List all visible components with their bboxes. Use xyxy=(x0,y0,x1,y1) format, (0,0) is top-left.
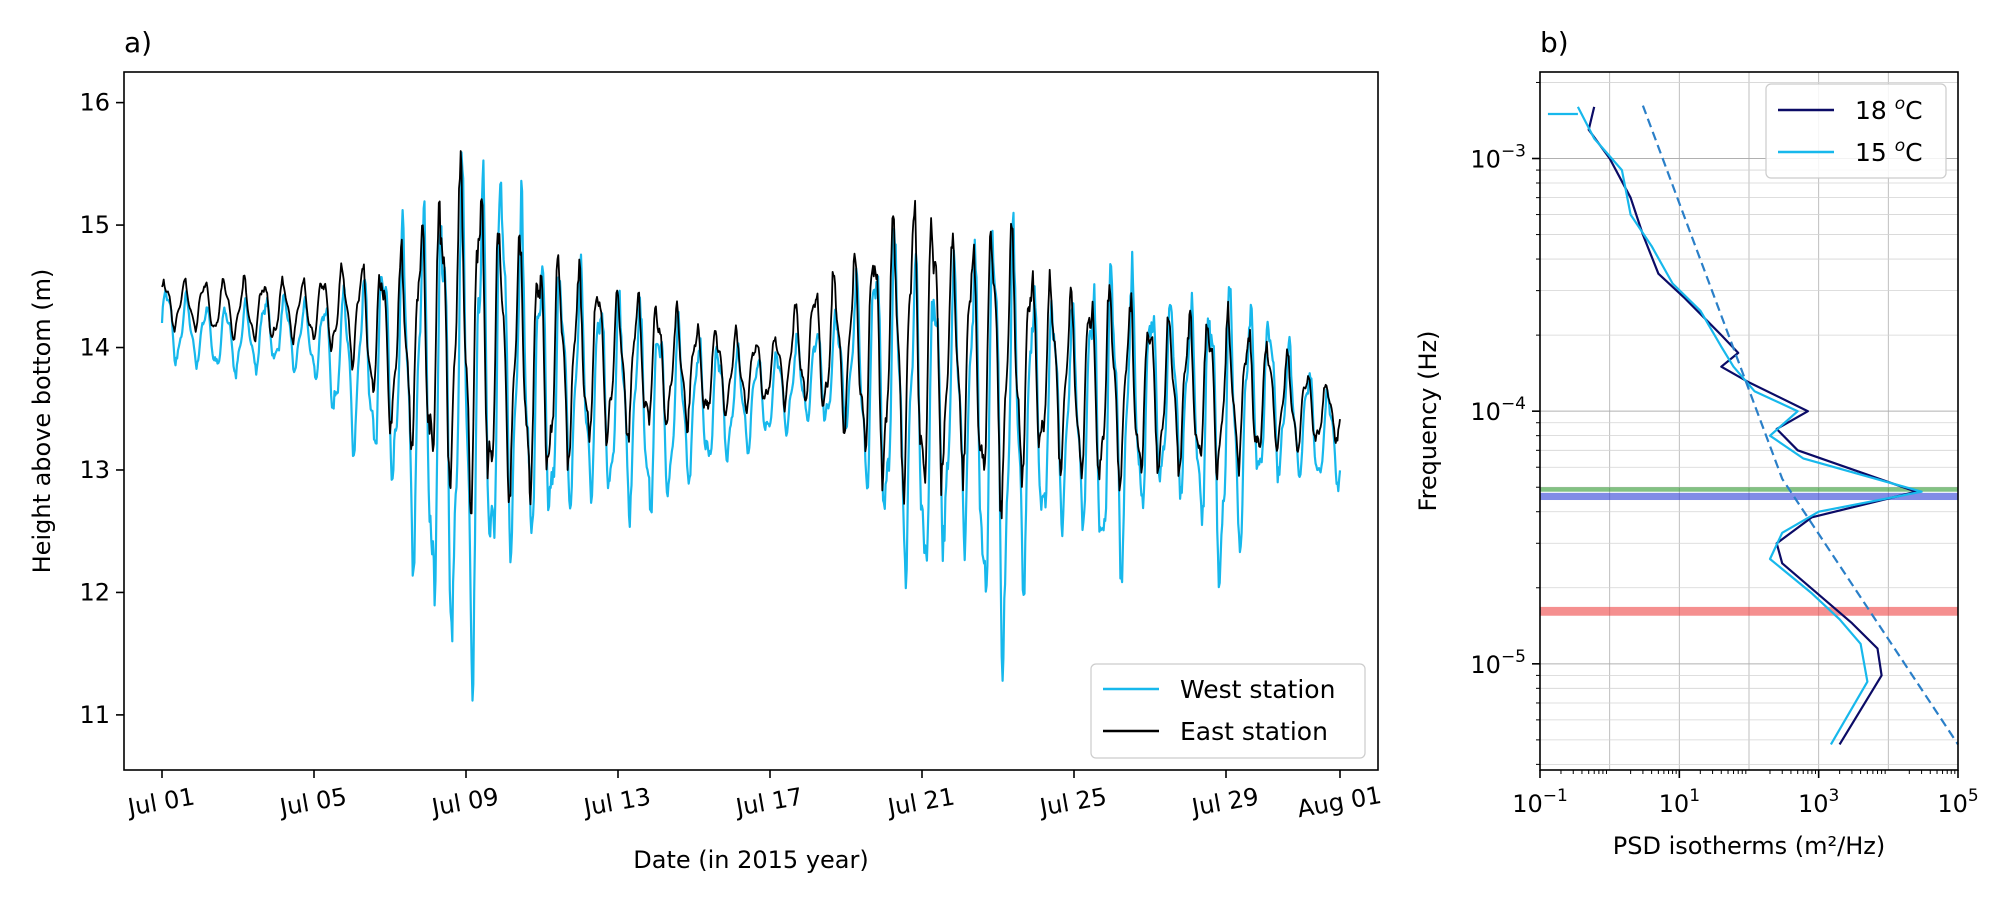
y-tick-label: 10−3 xyxy=(1470,142,1526,174)
y-tick-label: 15 xyxy=(79,211,110,239)
y-tick-label: 10−4 xyxy=(1470,394,1526,426)
series-18c-line xyxy=(1587,106,1918,745)
x-tick-label: 101 xyxy=(1659,786,1700,818)
panel-b-y-ticks: 10−3 10−4 10−5 xyxy=(1470,81,1540,765)
x-tick-label: Jul 25 xyxy=(1036,782,1109,822)
west-station-line xyxy=(160,151,1342,702)
panel-b: b) 10−1 101 103 105 10−3 10−4 10−5 PSD isothe… xyxy=(1414,26,1979,860)
x-tick-label: Jul 13 xyxy=(580,782,653,822)
panel-b-x-label: PSD isotherms (m²/Hz) xyxy=(1613,832,1885,860)
panel-b-legend: 18 oC 15 oC xyxy=(1765,83,1947,179)
panel-a-label: a) xyxy=(124,26,152,59)
y-tick-label: 10−5 xyxy=(1470,647,1526,679)
x-tick-label: Jul 05 xyxy=(276,782,349,822)
legend-label-west: West station xyxy=(1180,675,1335,704)
legend-box xyxy=(1090,663,1366,759)
legend-label-15c: 15 oC xyxy=(1855,136,1923,167)
y-tick-label: 12 xyxy=(79,578,110,606)
panel-a-y-label: Height above bottom (m) xyxy=(28,269,56,574)
panel-b-frame xyxy=(1539,71,1959,771)
x-tick-label: 10−1 xyxy=(1512,786,1568,818)
legend-label-18c: 18 oC xyxy=(1855,94,1923,125)
panel-a: a) Jul 01 Jul 05 Jul 09 Jul 13 Jul 17 Jul 21 J… xyxy=(28,26,1384,874)
x-tick-label: Jul 29 xyxy=(1188,782,1261,822)
y-tick-label: 16 xyxy=(79,89,110,117)
panel-b-series xyxy=(1547,105,1959,746)
panel-b-y-label: Frequency (Hz) xyxy=(1414,331,1442,512)
x-tick-label: Jul 01 xyxy=(124,782,197,822)
frequency-band-1 xyxy=(1540,492,1958,501)
legend-label-east: East station xyxy=(1180,717,1328,746)
x-tick-label: 105 xyxy=(1937,786,1978,818)
panel-a-series xyxy=(160,150,1342,702)
panel-a-y-ticks: 11 12 13 14 15 16 xyxy=(79,89,124,729)
reference-slope-line xyxy=(1641,105,1959,746)
panel-a-x-ticks: Jul 01 Jul 05 Jul 09 Jul 13 Jul 17 Jul 21 Jul … xyxy=(124,770,1384,823)
x-tick-label: Jul 09 xyxy=(428,782,501,822)
x-tick-label: Aug 01 xyxy=(1295,781,1384,823)
x-tick-label: 103 xyxy=(1798,786,1839,818)
series-15c-line xyxy=(1576,106,1923,745)
panel-b-x-ticks: 10−1 101 103 105 xyxy=(1512,770,1979,818)
panel-b-bands xyxy=(1540,487,1958,616)
y-tick-label: 11 xyxy=(79,701,110,729)
east-station-line xyxy=(161,150,1341,520)
panel-b-label: b) xyxy=(1540,26,1569,59)
x-tick-label: Jul 17 xyxy=(732,782,805,822)
frequency-band-0 xyxy=(1540,487,1958,492)
y-tick-label: 14 xyxy=(79,334,110,362)
panel-a-legend: West station East station xyxy=(1090,663,1366,759)
panel-a-frame xyxy=(123,71,1379,771)
legend-box xyxy=(1765,83,1947,179)
panel-a-x-label: Date (in 2015 year) xyxy=(633,846,868,874)
y-tick-label: 13 xyxy=(79,456,110,484)
frequency-band-2 xyxy=(1540,606,1958,616)
x-tick-label: Jul 21 xyxy=(884,782,957,822)
